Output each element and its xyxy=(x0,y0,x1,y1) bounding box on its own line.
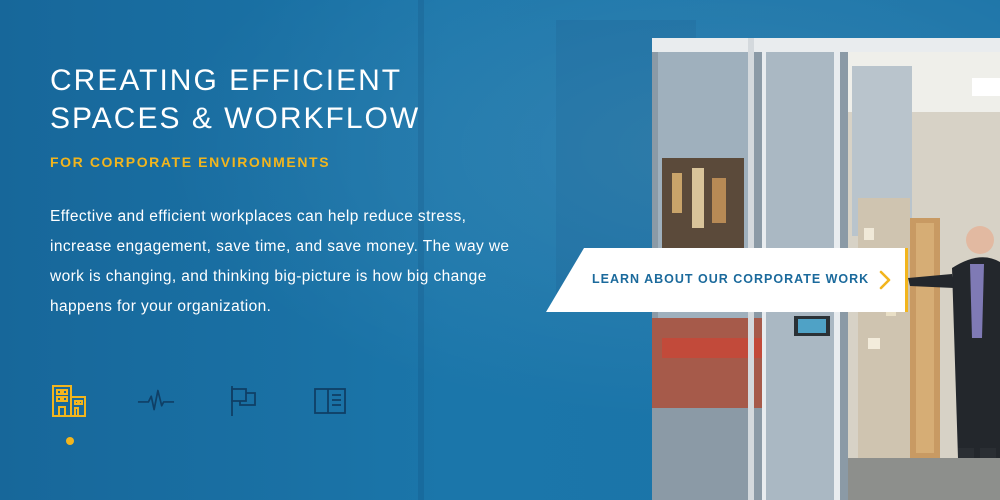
hero-subtitle: FOR CORPORATE ENVIRONMENTS xyxy=(50,154,331,170)
education-tab[interactable] xyxy=(311,382,349,420)
healthcare-heartbeat-icon xyxy=(137,389,175,411)
flag-tab[interactable] xyxy=(224,382,262,420)
category-icon-row xyxy=(50,382,349,420)
learn-corporate-work-button[interactable]: LEARN ABOUT OUR CORPORATE WORK xyxy=(546,248,908,312)
hero-title-line-2: SPACES & WORKFLOW xyxy=(50,102,421,135)
flag-icon xyxy=(231,386,256,416)
background-window-frame xyxy=(418,0,424,500)
learn-corporate-work-label: LEARN ABOUT OUR CORPORATE WORK xyxy=(592,272,870,286)
corporate-building-icon xyxy=(52,385,86,417)
cta-accent-bar xyxy=(905,248,908,312)
hero-body-text: Effective and efficient workplaces can h… xyxy=(50,208,510,315)
hero-title: CREATING EFFICIENT SPACES & WORKFLOW xyxy=(50,62,470,138)
chevron-right-icon xyxy=(879,270,891,295)
healthcare-tab[interactable] xyxy=(137,382,175,420)
corporate-tab[interactable] xyxy=(50,382,88,420)
education-book-icon xyxy=(314,388,346,414)
active-tab-indicator xyxy=(66,437,74,445)
hero-title-line-1: CREATING EFFICIENT xyxy=(50,64,403,97)
